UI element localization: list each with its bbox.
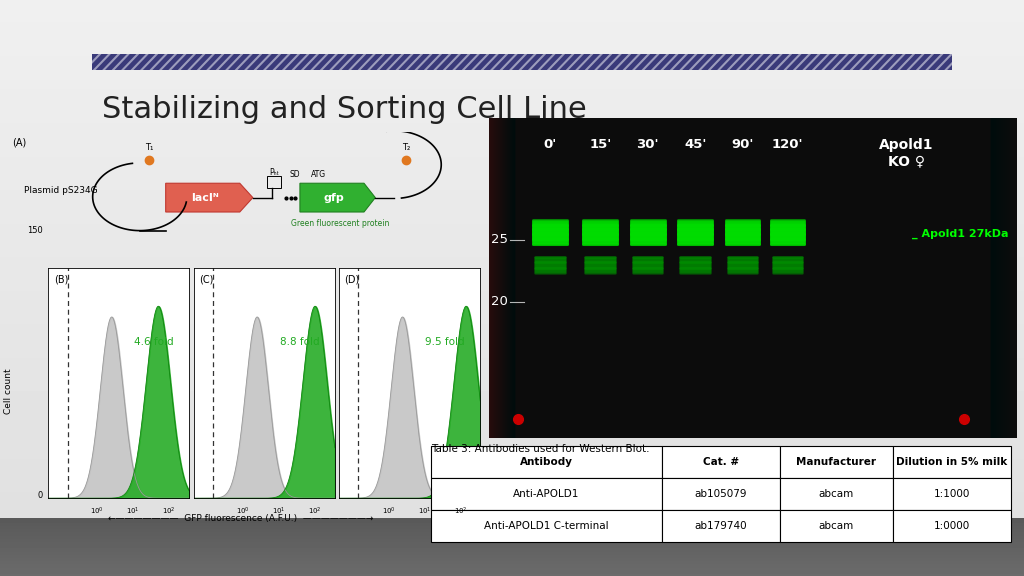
Text: gfp: gfp (324, 192, 344, 203)
Text: lacIᴺ: lacIᴺ (191, 192, 219, 203)
Text: ab105079: ab105079 (694, 489, 748, 499)
Text: 20: 20 (492, 295, 508, 308)
Polygon shape (300, 183, 376, 212)
Text: 8.8 fold: 8.8 fold (280, 336, 319, 347)
Text: $10^2$: $10^2$ (307, 506, 322, 517)
Text: $10^1$: $10^1$ (418, 506, 432, 517)
Text: Apold1
KO ♀: Apold1 KO ♀ (879, 138, 933, 168)
Text: 0: 0 (38, 491, 43, 500)
Bar (780, 478, 893, 510)
Bar (431, 478, 662, 510)
Text: Manufacturer: Manufacturer (797, 457, 877, 467)
Text: $10^1$: $10^1$ (126, 506, 140, 517)
Text: Table 3: Antibodies used for Western Blot.: Table 3: Antibodies used for Western Blo… (431, 444, 649, 454)
Text: abcam: abcam (818, 489, 854, 499)
Bar (431, 446, 662, 478)
Bar (893, 478, 1011, 510)
Text: 25: 25 (490, 233, 508, 246)
Text: SD: SD (290, 170, 300, 179)
Text: $10^2$: $10^2$ (454, 506, 468, 517)
Text: $10^1$: $10^1$ (271, 506, 286, 517)
Bar (662, 446, 780, 478)
Bar (780, 510, 893, 542)
Text: 1:1000: 1:1000 (934, 489, 970, 499)
Polygon shape (166, 183, 253, 212)
Text: abcam: abcam (818, 521, 854, 531)
Text: 0': 0' (544, 138, 557, 151)
Text: 45': 45' (684, 138, 707, 151)
Text: (D): (D) (345, 275, 359, 285)
Text: Green fluorescent protein: Green fluorescent protein (291, 219, 389, 228)
Text: $10^0$: $10^0$ (382, 506, 396, 517)
Text: Cat. #: Cat. # (702, 457, 739, 467)
Text: _ Apold1 27kDa: _ Apold1 27kDa (912, 229, 1009, 240)
Bar (267, 176, 281, 188)
Bar (893, 510, 1011, 542)
Text: (C): (C) (200, 275, 214, 285)
Text: $10^0$: $10^0$ (90, 506, 104, 517)
Text: Antibody: Antibody (520, 457, 572, 467)
Text: Anti-APOLD1: Anti-APOLD1 (513, 489, 580, 499)
Text: 4.6 fold: 4.6 fold (134, 336, 174, 347)
Text: Anti-APOLD1 C-terminal: Anti-APOLD1 C-terminal (484, 521, 608, 531)
Text: 1:0000: 1:0000 (934, 521, 970, 531)
Bar (431, 510, 662, 542)
Text: 150: 150 (28, 226, 43, 235)
Text: ab179740: ab179740 (694, 521, 748, 531)
Text: 9.5 fold: 9.5 fold (425, 336, 465, 347)
Text: Dilution in 5% milk: Dilution in 5% milk (896, 457, 1008, 467)
Text: Plasmid pS234G: Plasmid pS234G (25, 185, 98, 195)
Text: ATG: ATG (311, 170, 327, 179)
Text: Cell count: Cell count (4, 369, 12, 415)
Text: 30': 30' (637, 138, 658, 151)
Text: T₁: T₁ (145, 143, 154, 152)
Text: 90': 90' (731, 138, 754, 151)
Text: T₂: T₂ (401, 143, 410, 152)
Text: ←———————  GFP fluorescence (A.F.U.)  ———————→: ←——————— GFP fluorescence (A.F.U.) —————… (108, 514, 374, 523)
Text: $10^2$: $10^2$ (162, 506, 176, 517)
Text: Pₕₜ: Pₕₜ (269, 168, 279, 177)
Text: Stabilizing and Sorting Cell Line: Stabilizing and Sorting Cell Line (102, 95, 587, 124)
Text: 120': 120' (772, 138, 803, 151)
Bar (893, 446, 1011, 478)
Bar (662, 510, 780, 542)
Bar (780, 446, 893, 478)
Text: 15': 15' (589, 138, 611, 151)
Text: $10^0$: $10^0$ (236, 506, 250, 517)
Text: (A): (A) (12, 138, 27, 147)
Bar (662, 478, 780, 510)
Text: (B): (B) (54, 275, 69, 285)
